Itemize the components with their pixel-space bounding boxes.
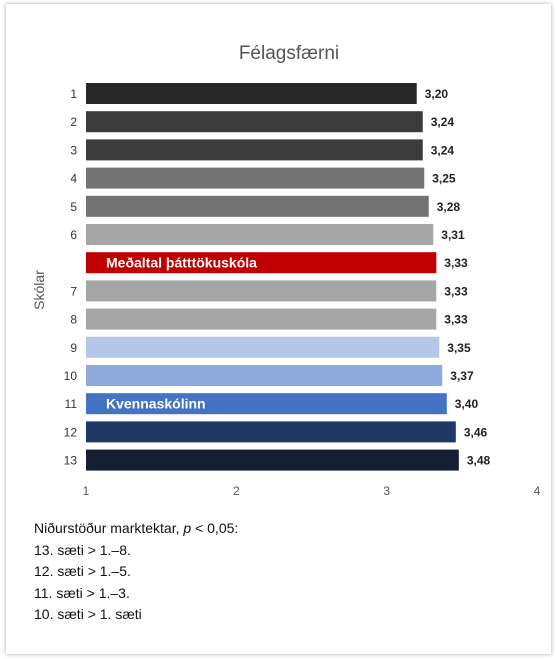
chart-title: Félagsfærni <box>239 43 339 64</box>
bar <box>86 421 456 443</box>
notes-line: 13. sæti > 1.–8. <box>34 541 131 558</box>
value-label: 3,37 <box>450 369 474 383</box>
x-tick-label: 1 <box>83 484 90 498</box>
significance-notes: Niðurstöður marktektar, p < 0,05: 13. sæ… <box>34 518 238 626</box>
value-label: 3,46 <box>464 425 488 439</box>
bar <box>86 449 459 471</box>
bar <box>86 280 437 302</box>
bar <box>86 111 423 133</box>
notes-line: 11. sæti > 1.–3. <box>34 584 130 601</box>
bar <box>86 195 429 217</box>
value-label: 3,48 <box>467 454 491 468</box>
x-tick-label: 4 <box>534 484 541 498</box>
category-label: 7 <box>70 284 77 298</box>
value-label: 3,35 <box>447 341 471 355</box>
bar <box>86 139 423 161</box>
value-label: 3,24 <box>431 115 455 129</box>
x-tick-label: 2 <box>233 484 240 498</box>
value-label: 3,25 <box>432 172 456 186</box>
chart-panel: Félagsfærni Skólar 1 3,20 2 3,24 3 3,24 4 3,25 5… <box>6 4 551 654</box>
y-axis-label: Skólar <box>31 270 47 310</box>
bar <box>86 336 440 358</box>
bar-inner-label: Meðaltal þátttökuskóla <box>106 255 257 271</box>
notes-heading: Niðurstöður marktektar, p < 0,05: <box>34 518 238 540</box>
category-label: 11 <box>65 397 78 411</box>
category-label: 1 <box>70 87 77 101</box>
category-label: 10 <box>64 369 78 383</box>
category-label: 3 <box>70 143 77 157</box>
notes-line: 10. sæti > 1. sæti <box>34 606 142 622</box>
value-label: 3,20 <box>425 87 449 101</box>
bar <box>86 252 437 274</box>
value-label: 3,33 <box>444 256 468 270</box>
notes-heading-suffix: < 0,05: <box>191 520 239 536</box>
value-label: 3,40 <box>455 397 479 411</box>
value-label: 3,33 <box>444 313 468 327</box>
category-label: 2 <box>70 115 77 129</box>
bar <box>86 365 443 386</box>
bar-inner-label: Kvennaskólinn <box>106 396 206 412</box>
x-tick-label: 3 <box>383 484 390 498</box>
bar <box>86 393 447 415</box>
category-label: 12 <box>64 425 78 439</box>
value-label: 3,28 <box>437 200 461 214</box>
notes-heading-p: p <box>183 520 192 536</box>
notes-line: 12. sæti > 1.–5. <box>34 563 131 579</box>
notes-heading-prefix: Niðurstöður marktektar, <box>34 520 184 536</box>
bar <box>86 167 425 189</box>
category-label: 5 <box>70 200 77 214</box>
bar <box>86 83 417 104</box>
category-label: 13 <box>64 454 78 468</box>
category-label: 9 <box>70 341 77 355</box>
category-label: 4 <box>70 172 77 186</box>
value-label: 3,33 <box>444 284 468 298</box>
value-label: 3,31 <box>441 228 465 242</box>
bar <box>86 224 434 245</box>
category-label: 8 <box>70 313 77 327</box>
bar <box>86 308 437 330</box>
value-label: 3,24 <box>431 143 455 157</box>
category-label: 6 <box>70 228 77 242</box>
bar-chart: Félagsfærni Skólar 1 3,20 2 3,24 3 3,24 4 3,25 5… <box>31 43 541 498</box>
